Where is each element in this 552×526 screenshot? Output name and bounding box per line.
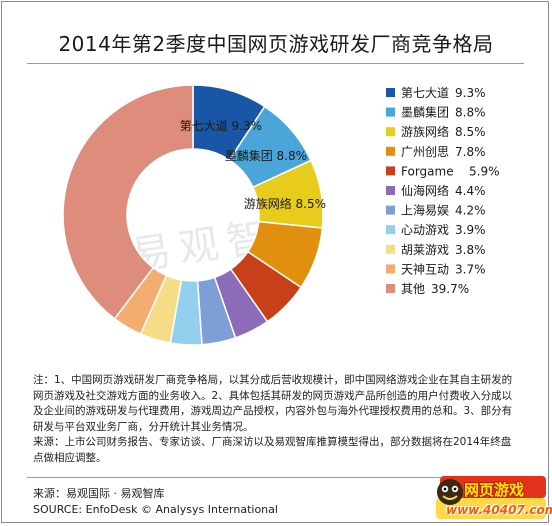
- legend-swatch: [386, 127, 395, 137]
- footnote-paragraph: 注：1、中国网页游戏研发厂商竞争格局，以其分成后营收规模计，即中国网络游戏企业在…: [33, 374, 513, 433]
- title-divider: [27, 63, 524, 64]
- footnotes: 注：1、中国网页游戏研发厂商竞争格局，以其分成后营收规模计，即中国网络游戏企业在…: [33, 373, 521, 466]
- legend-value: 4.2%: [455, 204, 486, 218]
- legend-label: 第七大道: [401, 86, 449, 100]
- legend-value: 3.9%: [455, 223, 486, 237]
- legend-swatch: [386, 264, 395, 274]
- legend-label: 游族网络: [401, 124, 449, 139]
- slice-data-label: 第七大道 9.3%: [180, 119, 262, 133]
- legend-label: 广州创思: [401, 145, 449, 159]
- source-cn: 来源：易观国际 · 易观智库: [33, 487, 165, 500]
- legend-swatch: [386, 284, 395, 293]
- legend-swatch: [386, 225, 395, 235]
- legend-swatch: [386, 205, 395, 215]
- legend-label: 其他: [401, 282, 425, 296]
- slice-data-label: 墨麟集团 8.8%: [225, 148, 307, 163]
- legend-label: 仙海网络: [401, 183, 449, 198]
- legend-value: 3.7%: [455, 262, 486, 276]
- legend-label: 胡莱游戏: [401, 243, 449, 257]
- legend-swatch: [386, 244, 395, 254]
- legend-value: 5.9%: [469, 164, 500, 178]
- legend-swatch: [386, 146, 395, 156]
- site-logo-icon[interactable]: [434, 474, 548, 522]
- legend-label: 墨麟集团: [401, 105, 449, 120]
- legend-swatch: [386, 186, 395, 195]
- logo-url[interactable]: www.40407.com: [446, 503, 552, 517]
- pie-slice-11: [62, 84, 194, 320]
- legend-label: 心动游戏: [401, 223, 449, 237]
- legend-swatch: [386, 166, 395, 176]
- legend-swatch: [386, 107, 395, 117]
- legend-value: 39.7%: [431, 282, 469, 296]
- legend-value: 9.3%: [455, 86, 486, 100]
- legend-label: 上海易娱: [401, 203, 449, 218]
- footnote-paragraph: 来源：上市公司财务报告、专家访谈、厂商深访以及易观智库推算模型得出，部分数据将在…: [33, 436, 512, 464]
- notes-divider: [27, 477, 524, 478]
- legend-value: 8.5%: [455, 125, 486, 139]
- legend-value: 3.8%: [455, 243, 486, 257]
- legend-value: 4.4%: [455, 184, 486, 198]
- logo-name[interactable]: 网页游戏: [464, 481, 525, 499]
- legend-value: 8.8%: [455, 106, 486, 120]
- legend-label: Forgame: [401, 164, 454, 178]
- source-en: SOURCE: EnfoDesk © Analysys Internationa…: [33, 503, 278, 516]
- legend-label: 天神互动: [401, 262, 449, 276]
- legend-value: 7.8%: [455, 145, 486, 159]
- chart-title: 2014年第2季度中国网页游戏研发厂商竞争格局: [58, 32, 494, 56]
- legend-swatch: [386, 88, 395, 97]
- slice-data-label: 游族网络 8.5%: [244, 196, 326, 211]
